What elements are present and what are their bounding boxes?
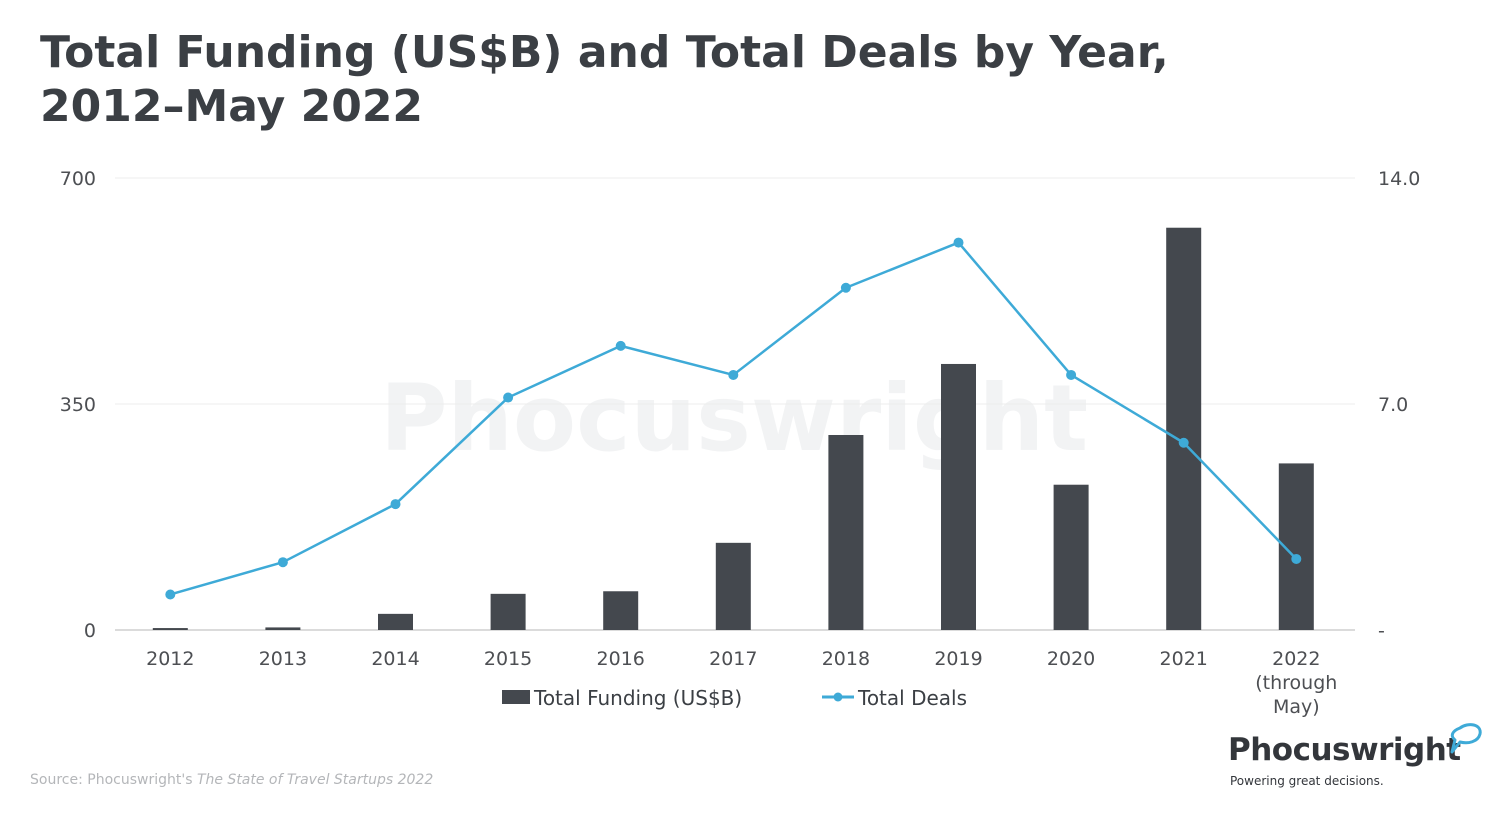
right-axis-ticks: - 7.0 14.0 bbox=[1378, 168, 1420, 642]
x-tick-label-2012: 2012 bbox=[146, 648, 194, 670]
legend-deals-label: Total Deals bbox=[857, 686, 967, 710]
right-tick-label: - bbox=[1378, 620, 1385, 642]
logo-name: Phocuswright bbox=[1228, 732, 1461, 768]
bar-2016 bbox=[603, 591, 639, 630]
bar-2021 bbox=[1166, 227, 1202, 630]
deals-point-2020 bbox=[1066, 369, 1077, 380]
legend-funding-swatch bbox=[502, 690, 530, 704]
chart-title: Total Funding (US$B) and Total Deals by … bbox=[40, 27, 1169, 132]
x-tick-label-2013: 2013 bbox=[259, 648, 307, 670]
bar-2019 bbox=[941, 363, 976, 630]
x-tick-label-2021: 2021 bbox=[1160, 648, 1208, 670]
deals-point-2016 bbox=[615, 340, 626, 351]
left-tick-label: 350 bbox=[60, 394, 96, 416]
bar-2020 bbox=[1053, 484, 1089, 630]
phocuswright-logo: Phocuswright Powering great decisions. bbox=[1228, 722, 1488, 802]
deals-line bbox=[165, 237, 1302, 600]
bar-2017 bbox=[715, 542, 751, 630]
source-note: Source: Phocuswright's The State of Trav… bbox=[30, 772, 433, 788]
deals-point-2017 bbox=[728, 369, 739, 380]
funding-bars bbox=[152, 227, 1314, 630]
x-tick-label-2016: 2016 bbox=[597, 648, 645, 670]
deals-point-2013 bbox=[277, 557, 288, 568]
x-tick-label-2020: 2020 bbox=[1047, 648, 1095, 670]
x-tick-label-2015: 2015 bbox=[484, 648, 532, 670]
x-tick-label-2014: 2014 bbox=[371, 648, 419, 670]
deals-point-2021 bbox=[1178, 437, 1189, 448]
deals-point-2015 bbox=[503, 392, 514, 403]
source-prefix: Source: Phocuswright's bbox=[30, 772, 197, 788]
x-axis-ticks: 2012 2013 2014 2015 2016 2017 2018 2019 2020 2021… bbox=[146, 648, 1337, 718]
right-tick-label: 7.0 bbox=[1378, 394, 1408, 416]
deals-point-2014 bbox=[390, 499, 401, 510]
bar-2014 bbox=[378, 613, 413, 630]
left-axis-ticks: 0 350 700 bbox=[60, 168, 96, 642]
logo-tagline: Powering great decisions. bbox=[1230, 774, 1384, 788]
x-tick-label-2018: 2018 bbox=[822, 648, 870, 670]
legend: Total Funding (US$B) Total Deals bbox=[502, 686, 967, 710]
left-tick-label: 0 bbox=[84, 620, 96, 642]
bar-2013 bbox=[265, 627, 301, 630]
source-publication: The State of Travel Startups 2022 bbox=[196, 772, 434, 788]
x-tick-label-2019: 2019 bbox=[934, 648, 982, 670]
legend-funding-label: Total Funding (US$B) bbox=[533, 686, 742, 710]
deals-point-2018 bbox=[840, 282, 851, 293]
speech-bubble-icon bbox=[1450, 723, 1482, 754]
deals-point-2022 bbox=[1291, 553, 1302, 564]
x-tick-label-2022: 2022 (through May) bbox=[1255, 648, 1337, 718]
left-tick-label: 700 bbox=[60, 168, 96, 190]
bar-2015 bbox=[490, 593, 526, 630]
deals-point-2012 bbox=[165, 589, 176, 600]
legend-deals-swatch-marker bbox=[833, 692, 843, 702]
right-tick-label: 14.0 bbox=[1378, 168, 1420, 190]
deals-point-2019 bbox=[953, 237, 964, 248]
bar-2018 bbox=[828, 434, 864, 630]
bar-2012 bbox=[152, 628, 188, 630]
x-tick-label-2017: 2017 bbox=[709, 648, 757, 670]
